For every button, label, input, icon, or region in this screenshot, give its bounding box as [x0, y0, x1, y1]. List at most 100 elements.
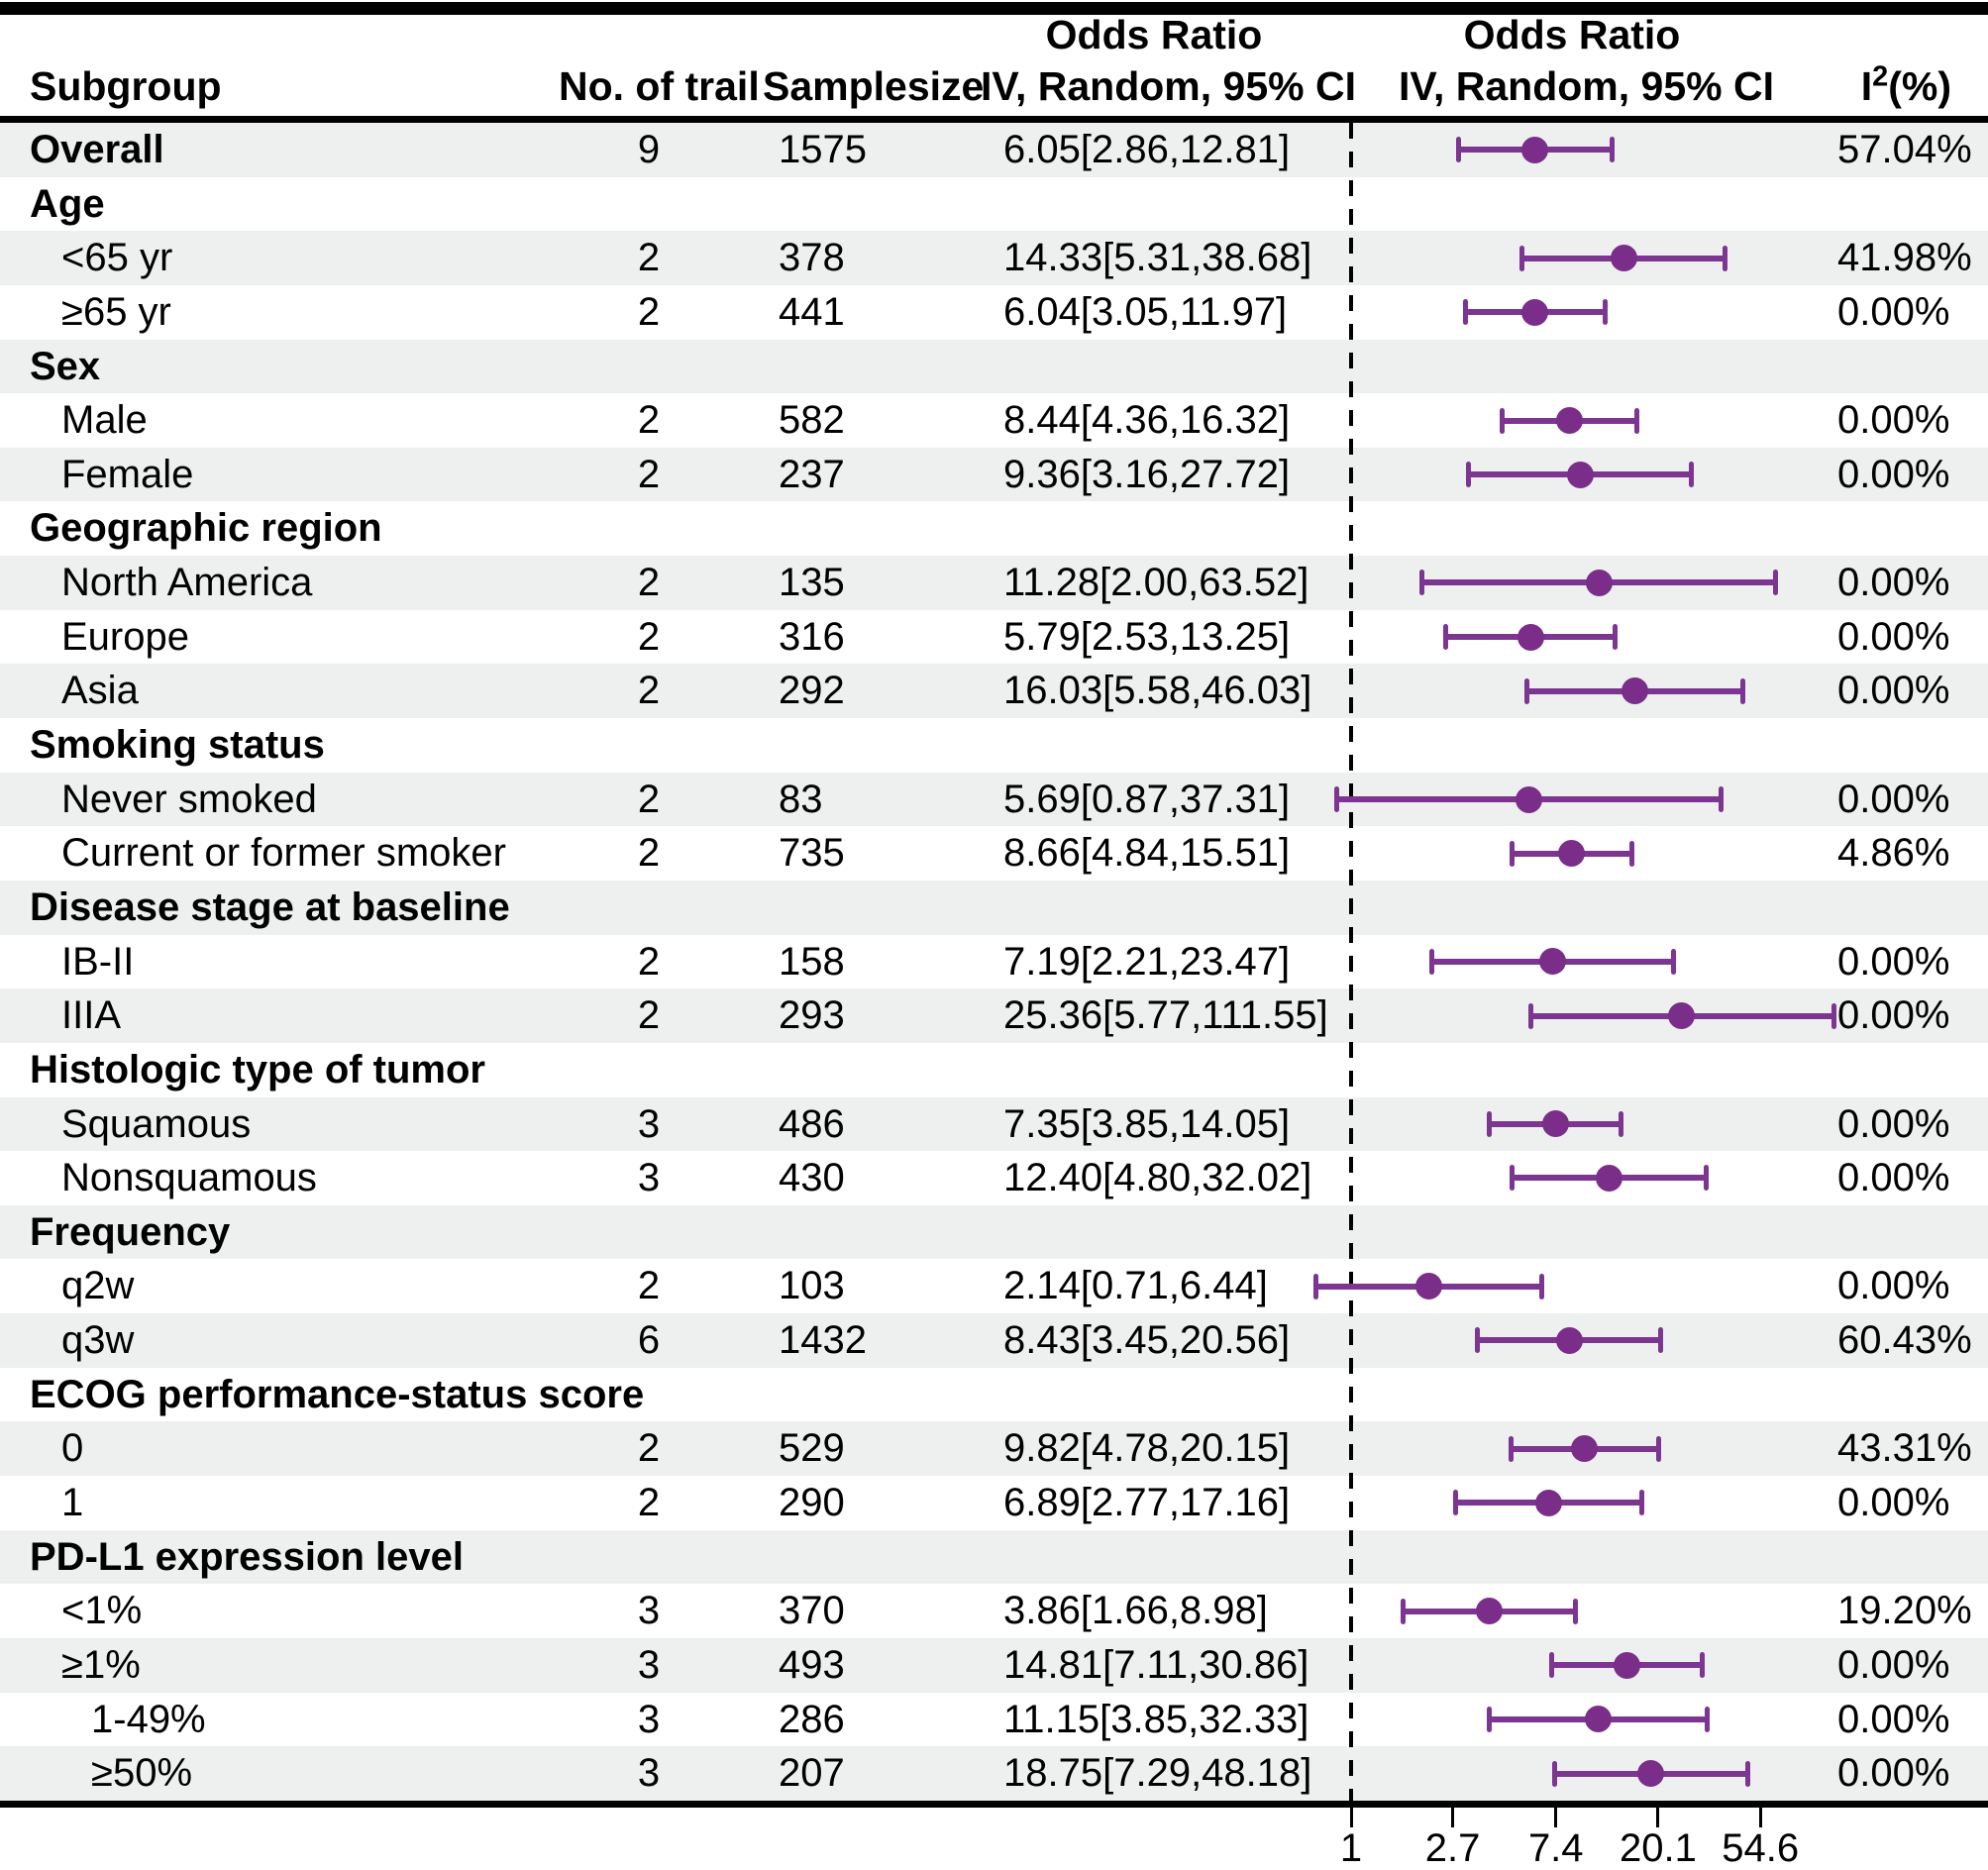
- ci-cap-high: [1740, 677, 1746, 704]
- trials-value: 3: [637, 1751, 661, 1796]
- table-row: Frequency: [0, 1204, 1988, 1260]
- samplesize-value: 292: [779, 669, 845, 713]
- samplesize-value: 486: [779, 1101, 845, 1146]
- ci-cap-high: [1657, 1327, 1663, 1354]
- or-point-marker: [1521, 136, 1549, 163]
- or-ci-text: 9.36[3.16,27.72]: [1003, 452, 1291, 496]
- i2-value: 4.86%: [1837, 831, 1950, 876]
- axis-tick: [1758, 1808, 1762, 1827]
- axis-tick-label: 20.1: [1620, 1826, 1697, 1870]
- or-point-marker: [1613, 1651, 1640, 1679]
- subgroup-column-header: Subgroup: [30, 63, 222, 109]
- subgroup-label: 1: [61, 1481, 84, 1525]
- subgroup-label: Current or former smoker: [61, 831, 506, 876]
- table-row: ≥50% 3 207 18.75[7.29,48.18] 0.00%: [0, 1746, 1988, 1801]
- subgroup-label: Smoking status: [30, 723, 325, 768]
- ci-cap-high: [1639, 1490, 1645, 1516]
- table-row: Squamous 3 486 7.35[3.85,14.05] 0.00%: [0, 1096, 1988, 1152]
- top-rule: [0, 2, 1988, 15]
- i2-value: 0.00%: [1837, 939, 1950, 984]
- samplesize-value: 430: [779, 1156, 845, 1200]
- reference-line-or-1: [1349, 123, 1353, 1801]
- or-ci-text: 11.15[3.85,32.33]: [1003, 1697, 1309, 1741]
- subgroup-label: Europe: [61, 614, 189, 659]
- trials-value: 3: [637, 1642, 661, 1687]
- or-point-marker: [1584, 1706, 1612, 1733]
- table-row: Male 2 582 8.44[4.36,16.32] 0.00%: [0, 393, 1988, 448]
- ci-cap-high: [1602, 299, 1608, 326]
- axis-tick: [1656, 1808, 1660, 1827]
- subgroup-label: 0: [61, 1426, 84, 1471]
- subgroup-label: Male: [61, 398, 148, 443]
- ci-cap-high: [1688, 462, 1694, 488]
- ci-cap-low: [1510, 840, 1516, 867]
- i2-value: 0.00%: [1837, 1156, 1950, 1200]
- table-row: Sex: [0, 339, 1988, 394]
- i2-value: 0.00%: [1837, 614, 1950, 659]
- samplesize-value: 1575: [779, 128, 867, 171]
- ci-cap-high: [1773, 570, 1779, 596]
- trials-value: 2: [637, 669, 661, 713]
- or-ci-text: 8.43[3.45,20.56]: [1003, 1318, 1291, 1363]
- or-point-marker: [1571, 1435, 1599, 1463]
- ci-cap-high: [1744, 1760, 1750, 1787]
- or-ci-text: 5.69[0.87,37.31]: [1003, 777, 1291, 821]
- or-point-marker: [1539, 948, 1567, 976]
- table-row: ≥65 yr 2 441 6.04[3.05,11.97] 0.00%: [0, 285, 1988, 340]
- ci-cap-low: [1429, 948, 1435, 975]
- axis-tick-label: 54.6: [1722, 1826, 1800, 1870]
- table-row: 1-49% 3 286 11.15[3.85,32.33] 0.00%: [0, 1693, 1988, 1747]
- or-point-marker: [1415, 1273, 1443, 1300]
- i2-header-suffix: (%): [1888, 63, 1951, 109]
- ci-cap-high: [1609, 137, 1615, 163]
- samplesize-value: 293: [779, 993, 845, 1038]
- or-ci-text: 6.05[2.86,12.81]: [1003, 128, 1291, 171]
- ci-cap-high: [1723, 245, 1728, 271]
- or-ci-text: 2.14[0.71,6.44]: [1003, 1264, 1268, 1308]
- axis-tick: [1451, 1808, 1455, 1827]
- trials-column-header: No. of trail: [559, 63, 760, 109]
- ci-cap-low: [1334, 786, 1340, 812]
- ci-cap-high: [1633, 407, 1639, 434]
- trials-value: 6: [637, 1318, 661, 1363]
- samplesize-value: 237: [779, 452, 845, 496]
- ci-cap-low: [1509, 1165, 1515, 1192]
- trials-value: 2: [637, 831, 661, 876]
- i2-value: 0.00%: [1837, 1751, 1950, 1796]
- ci-cap-high: [1619, 1110, 1624, 1137]
- i2-value: 57.04%: [1837, 128, 1972, 171]
- samplesize-value: 735: [779, 831, 845, 876]
- subgroup-label: Overall: [30, 128, 164, 171]
- samplesize-value: 582: [779, 398, 845, 443]
- i2-value: 0.00%: [1837, 289, 1950, 334]
- ci-cap-low: [1456, 137, 1462, 163]
- table-row: Overall 9 1575 6.05[2.86,12.81] 57.04%: [0, 123, 1988, 177]
- or-point-marker: [1585, 569, 1613, 596]
- samplesize-value: 370: [779, 1589, 845, 1633]
- ci-cap-low: [1486, 1110, 1492, 1137]
- or-point-marker: [1595, 1164, 1622, 1192]
- subgroup-label: Nonsquamous: [61, 1156, 317, 1200]
- or-point-marker: [1521, 298, 1549, 326]
- or-ci-text: 14.33[5.31,38.68]: [1003, 236, 1312, 280]
- or-ci-text: 9.82[4.78,20.15]: [1003, 1426, 1291, 1471]
- or-text-column-subheader: IV, Random, 95% CI: [981, 63, 1356, 109]
- table-row: Disease stage at baseline: [0, 880, 1988, 935]
- samplesize-value: 493: [779, 1642, 845, 1687]
- i2-value: 0.00%: [1837, 561, 1950, 605]
- subgroup-label: ≥50%: [91, 1751, 193, 1796]
- subgroup-label: North America: [61, 561, 313, 605]
- ci-cap-low: [1527, 1002, 1533, 1029]
- table-row: <65 yr 2 378 14.33[5.31,38.68] 41.98%: [0, 231, 1988, 285]
- table-row: 0 2 529 9.82[4.78,20.15] 43.31%: [0, 1421, 1988, 1477]
- subgroup-label: 1-49%: [91, 1697, 206, 1741]
- table-row: North America 2 135 11.28[2.00,63.52] 0.…: [0, 556, 1988, 610]
- or-ci-text: 3.86[1.66,8.98]: [1003, 1589, 1268, 1633]
- subgroup-label: <1%: [61, 1589, 143, 1633]
- subgroup-label: q3w: [61, 1318, 135, 1363]
- or-point-marker: [1566, 461, 1594, 488]
- trials-value: 2: [637, 236, 661, 280]
- trials-value: 3: [637, 1156, 661, 1200]
- trials-value: 3: [637, 1589, 661, 1633]
- or-point-marker: [1637, 1760, 1665, 1788]
